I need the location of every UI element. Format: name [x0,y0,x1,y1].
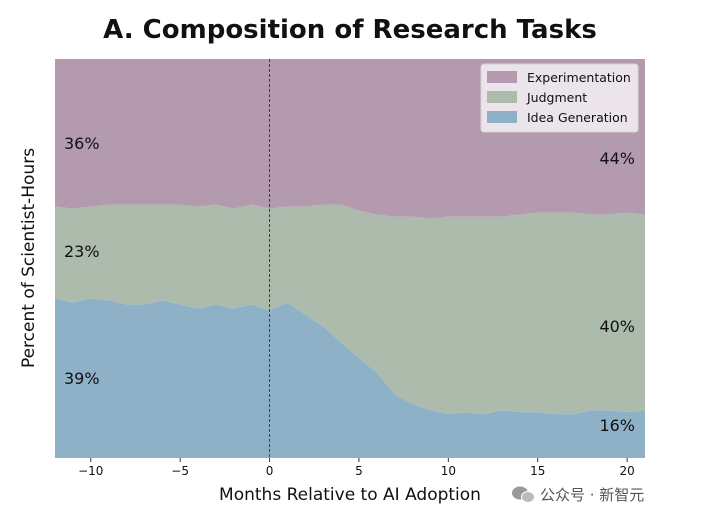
legend-box [480,63,639,133]
watermark-text: 公众号 · 新智元 [540,486,644,504]
x-tick-label: 5 [355,464,363,478]
label-judgment-end: 40% [599,317,635,336]
wechat-icon [512,486,535,503]
legend-swatch-experimentation [487,71,517,83]
x-tick-label: 0 [266,464,274,478]
y-axis-label: Percent of Scientist-Hours [19,148,39,368]
x-tick-label: 20 [619,464,634,478]
legend: Experimentation Judgment Idea Generation [480,63,639,133]
x-tick-label: −5 [171,464,189,478]
label-idea-generation-end: 16% [599,416,635,435]
label-experimentation-start: 36% [64,134,100,153]
legend-label-experimentation: Experimentation [527,70,631,85]
label-judgment-start: 23% [64,242,100,261]
x-tick-label: 15 [530,464,545,478]
legend-label-idea-generation: Idea Generation [527,110,628,125]
area-idea-generation [55,298,645,458]
legend-swatch-idea-generation [487,111,517,123]
plot-area [55,59,645,458]
x-tick-label: 10 [441,464,456,478]
x-tick-label: −10 [78,464,103,478]
x-axis: −10 −5 0 5 10 15 20 [78,458,635,478]
legend-label-judgment: Judgment [526,90,587,105]
area-judgment [55,204,645,415]
chart-title: A. Composition of Research Tasks [103,15,597,45]
label-idea-generation-start: 39% [64,369,100,388]
label-experimentation-end: 44% [599,149,635,168]
watermark: 公众号 · 新智元 [512,486,644,504]
legend-swatch-judgment [487,91,517,103]
x-axis-label: Months Relative to AI Adoption [219,485,481,505]
